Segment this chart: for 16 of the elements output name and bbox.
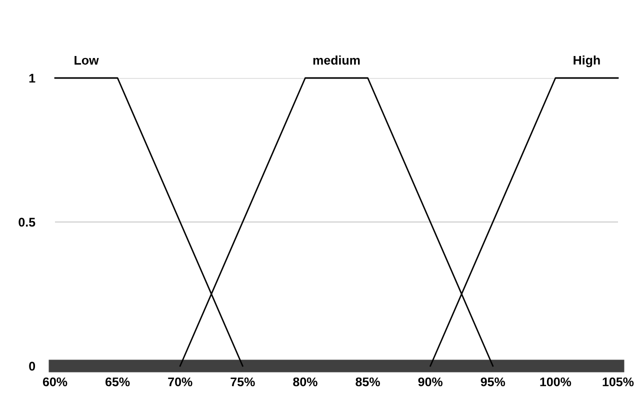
x-tick-label: 90%	[418, 377, 443, 386]
y-tick-label: 0.5	[18, 218, 36, 227]
x-tick-label: 60%	[42, 377, 68, 386]
series-label: High	[574, 55, 600, 68]
x-tick-label: 75%	[230, 377, 255, 386]
x-tick-label: 95%	[480, 377, 506, 386]
y-tick-label: 0	[29, 362, 36, 371]
x-tick-label: 105%	[602, 377, 634, 386]
x-tick-label: 85%	[356, 377, 380, 386]
x-tick-label: 70%	[168, 377, 192, 386]
x-tick-label: 65%	[106, 377, 130, 386]
y-tick-label: 1	[29, 74, 36, 83]
series-label: Low	[74, 56, 99, 65]
x-tick-label: 80%	[293, 377, 318, 386]
x-tick-label: 100%	[540, 377, 572, 386]
series-label: medium	[313, 56, 360, 65]
